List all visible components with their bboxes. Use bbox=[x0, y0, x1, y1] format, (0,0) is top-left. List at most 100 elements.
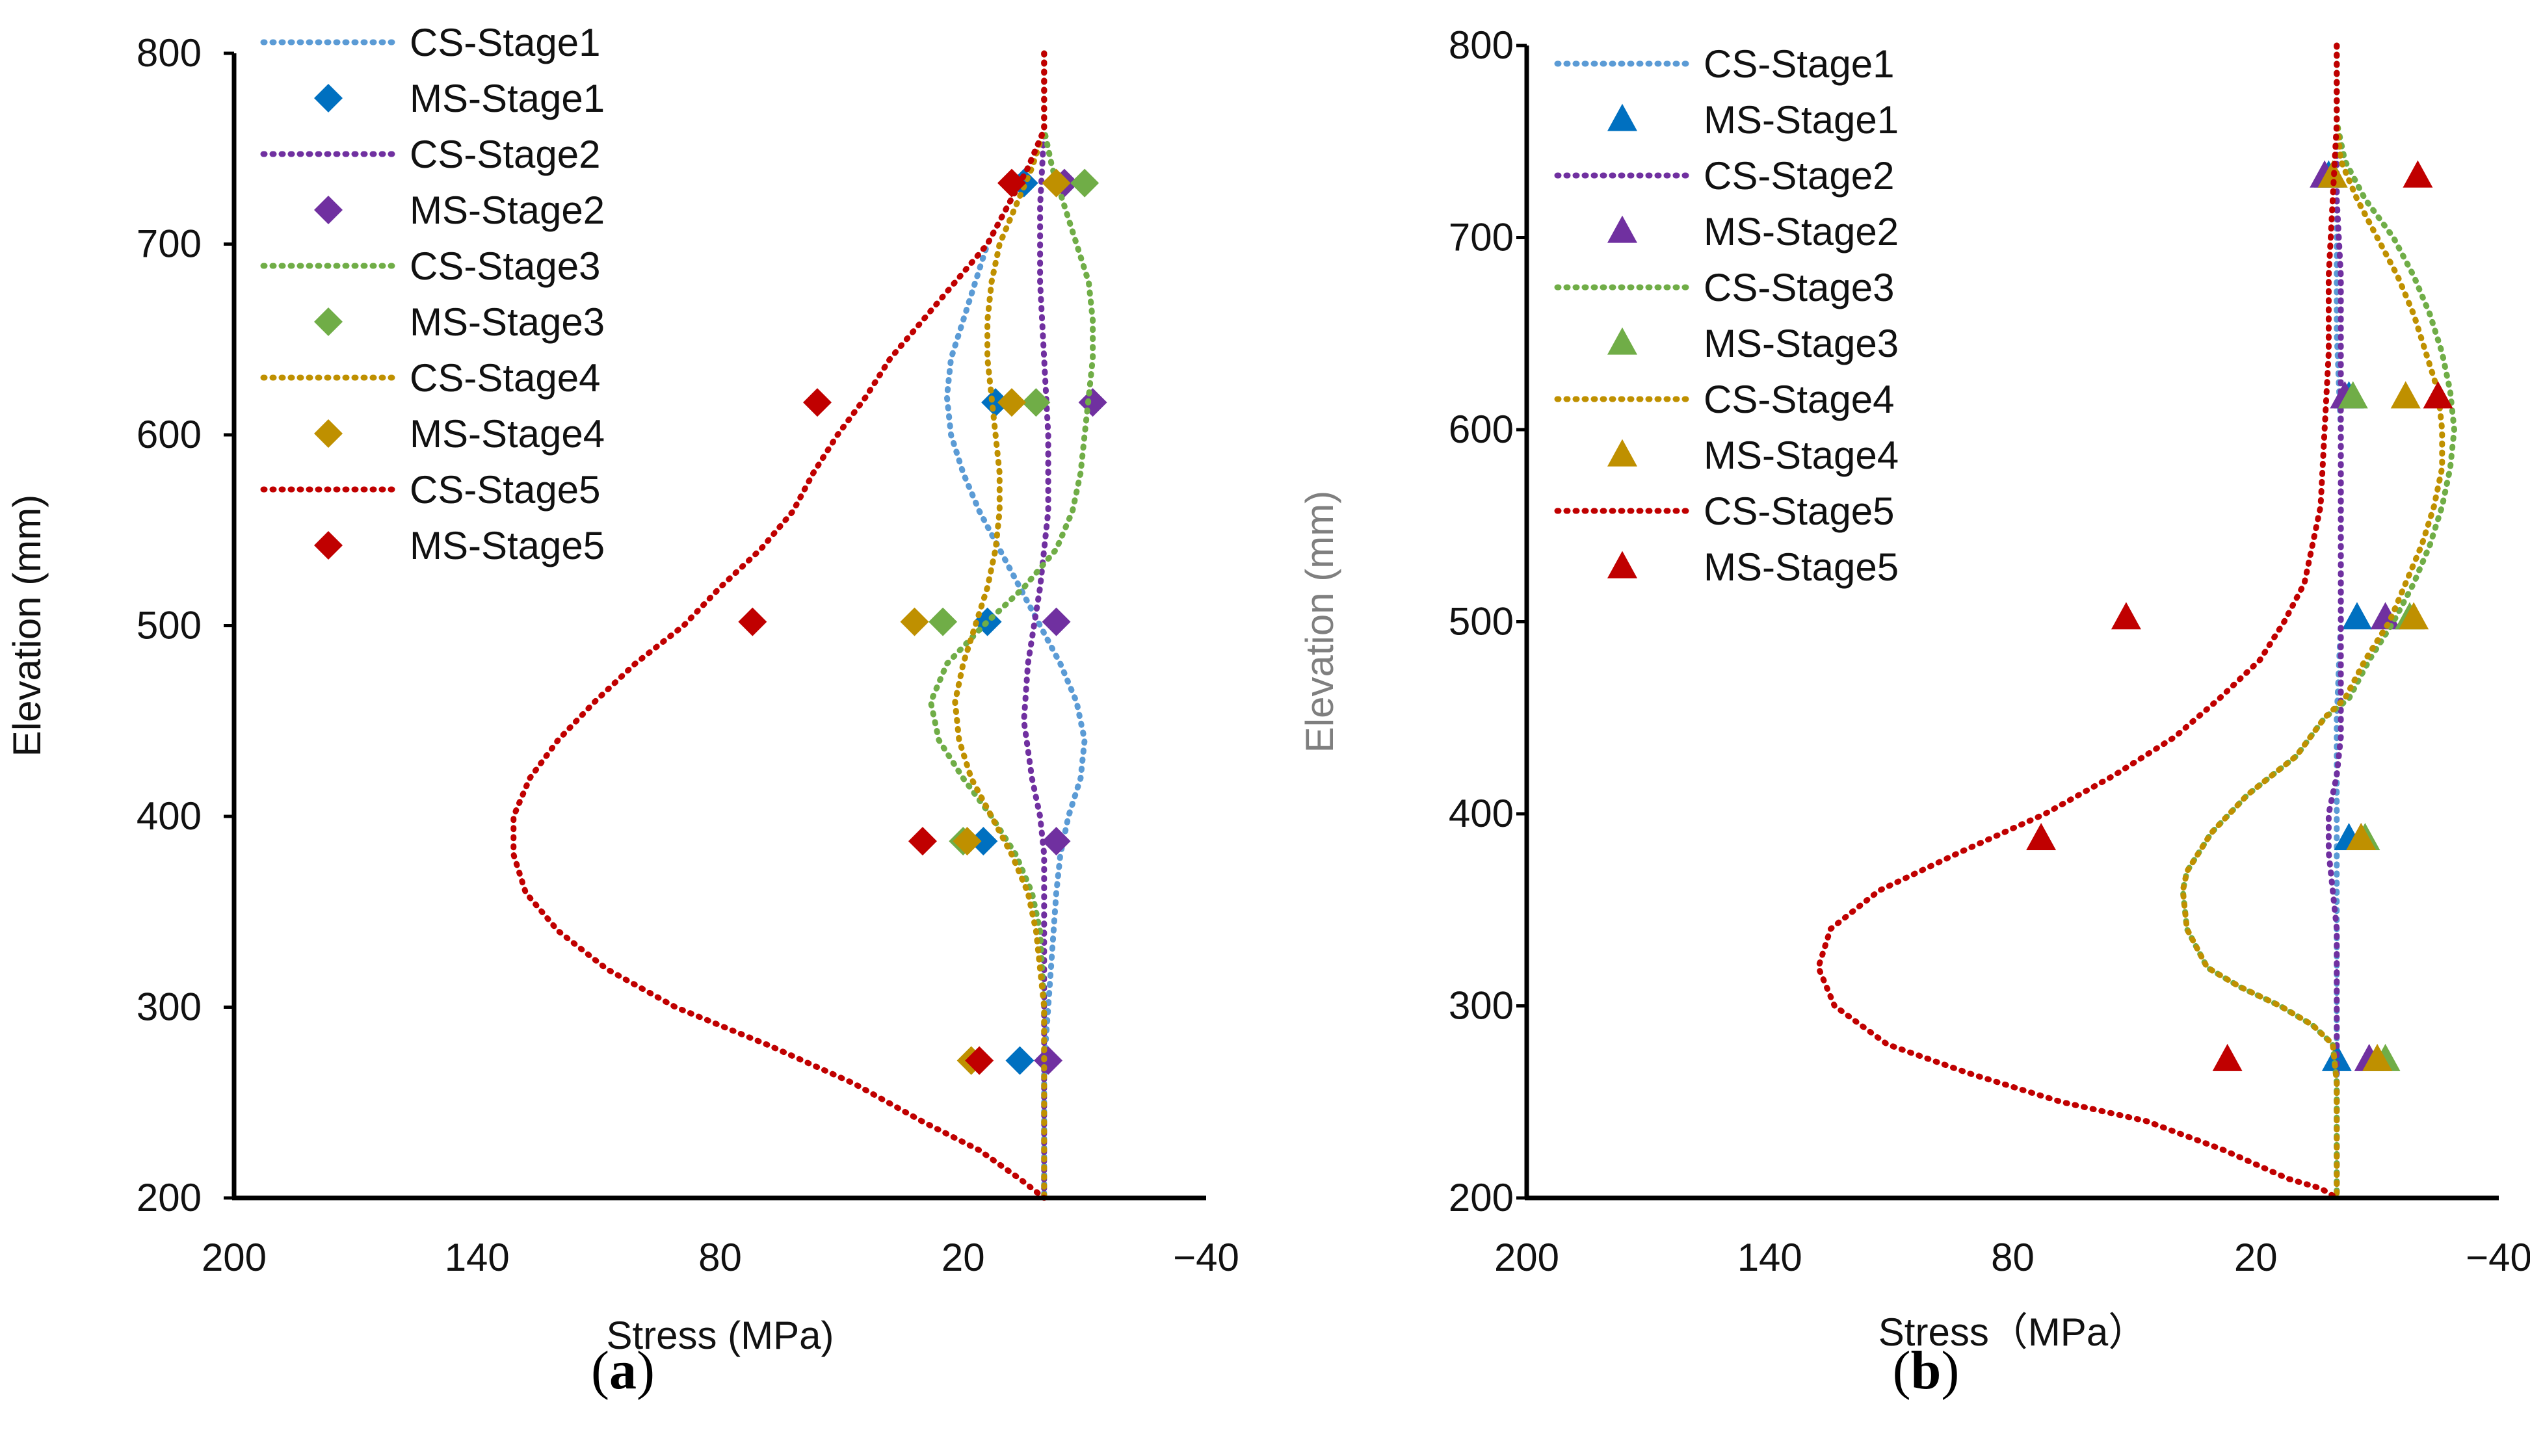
panel-b-legend-ms-stage2-label: MS-Stage2 bbox=[1704, 210, 1899, 254]
panel-b-legend-cs-stage5-label: CS-Stage5 bbox=[1704, 489, 1895, 533]
panel-b-legend-cs-stage1-label: CS-Stage1 bbox=[1704, 42, 1895, 86]
panel-b-x-axis-label: Stress（MPa） bbox=[1878, 1310, 2147, 1354]
panel-a-ms-stage4-point bbox=[900, 607, 929, 636]
panel-b-legend: CS-Stage1 MS-Stage1 CS-Stage2 MS-Stage2 CS-S… bbox=[1554, 42, 1899, 589]
panel-b-legend-ms-stage4-swatch bbox=[1607, 439, 1637, 467]
panel-b-y-tick-label: 200 bbox=[1449, 1176, 1514, 1219]
panel-a-cs-stage3-curve bbox=[927, 50, 1096, 1201]
panel-b-legend-ms-stage3-label: MS-Stage3 bbox=[1704, 322, 1899, 365]
panel-b-ms-stage2-point bbox=[2370, 602, 2401, 630]
panel-b-ms-stage4-point bbox=[2362, 1043, 2393, 1071]
panel-a-ms-stage1-point bbox=[1005, 1046, 1034, 1075]
panel-a-x-tick-label: 200 bbox=[202, 1236, 267, 1279]
panel-b-ms-stage5-point bbox=[2423, 381, 2453, 409]
panel-b-ms-stage5-point bbox=[2026, 823, 2057, 851]
panel-b-caption: (b) bbox=[1828, 1339, 2023, 1402]
panel-b-ticks: 200 140 80 20 −40 200 300 400 500 600 700 800 bbox=[1449, 23, 2530, 1279]
panel-a-x-tick-label: −40 bbox=[1173, 1236, 1239, 1279]
panel-b-legend-ms-stage5-label: MS-Stage5 bbox=[1704, 545, 1899, 589]
panel-b-series bbox=[1815, 42, 2457, 1201]
panel-a-y-tick-label: 300 bbox=[137, 985, 202, 1029]
panel-b-legend-cs-stage3-label: CS-Stage3 bbox=[1704, 266, 1895, 309]
panel-a-y-tick-label: 800 bbox=[137, 31, 202, 75]
panel-b-cs-stage4-curve bbox=[2180, 42, 2445, 1201]
panel-b-y-tick-label: 400 bbox=[1449, 792, 1514, 835]
panel-b-y-tick-label: 800 bbox=[1449, 23, 1514, 67]
panel-b-legend-cs-stage2-label: CS-Stage2 bbox=[1704, 154, 1895, 198]
panel-a-legend-ms-stage5-label: MS-Stage5 bbox=[410, 524, 605, 567]
panel-a-ms-stage5-point bbox=[908, 827, 937, 856]
panel-b-legend-ms-stage5-swatch bbox=[1607, 551, 1637, 578]
panel-a-caption-open: ( bbox=[591, 1340, 609, 1401]
panel-a-y-tick-label: 600 bbox=[137, 413, 202, 456]
panel-a-legend-ms-stage4-label: MS-Stage4 bbox=[410, 412, 605, 456]
panel-b-legend-ms-stage1-label: MS-Stage1 bbox=[1704, 98, 1899, 142]
panel-b-caption-close: ) bbox=[1941, 1340, 1960, 1401]
panel-a-ms-stage1-point bbox=[981, 388, 1010, 417]
panel-a-caption-letter: a bbox=[609, 1340, 637, 1401]
panel-a-legend-cs-stage1-label: CS-Stage1 bbox=[410, 21, 601, 64]
panel-b-legend-ms-stage2-swatch bbox=[1607, 215, 1637, 243]
panel-b-caption-letter: b bbox=[1910, 1340, 1942, 1401]
panel-a-x-tick-label: 80 bbox=[698, 1236, 742, 1279]
panel-a-cs-stage5-curve bbox=[510, 50, 1048, 1201]
panel-b-x-tick-label: 80 bbox=[1991, 1236, 2035, 1279]
panel-a-y-tick-label: 200 bbox=[137, 1176, 202, 1219]
panel-a-legend: CS-Stage1 MS-Stage1 CS-Stage2 MS-Stage2 CS-S… bbox=[260, 21, 605, 567]
panel-a-ms-stage2-point bbox=[1078, 388, 1107, 417]
panel-b-legend-ms-stage3-swatch bbox=[1607, 327, 1637, 355]
panel-a-ticks: 200 140 80 20 −40 200 300 400 500 600 700 800 bbox=[137, 31, 1239, 1279]
panel-a-cs-stage4-curve bbox=[952, 50, 1048, 1201]
panel-a-ms-stage3-point bbox=[929, 607, 958, 636]
panel-a-ms-stage4-point bbox=[1042, 168, 1071, 198]
panel-b-x-tick-label: 140 bbox=[1737, 1236, 1802, 1279]
panel-a-ms-stage5-point bbox=[738, 607, 767, 636]
panel-a-ms-stage2-point bbox=[1034, 1046, 1063, 1075]
panel-b-ms-stage4-point bbox=[2346, 823, 2377, 851]
panel-b-y-tick-label: 700 bbox=[1449, 216, 1514, 259]
panel-a-ms-stage3-point bbox=[1021, 388, 1051, 417]
panel-a-legend-ms-stage4-swatch bbox=[314, 419, 343, 448]
panel-a-legend-ms-stage3-swatch bbox=[314, 307, 343, 336]
panel-b-legend-cs-stage4-label: CS-Stage4 bbox=[1704, 378, 1895, 421]
panel-a-ms-stage5-point bbox=[803, 388, 832, 417]
panel-a-ms-stage3-point bbox=[1070, 168, 1100, 198]
panel-b-caption-open: ( bbox=[1892, 1340, 1911, 1401]
panel-a-legend-cs-stage5-label: CS-Stage5 bbox=[410, 468, 601, 512]
panel-a-legend-cs-stage4-label: CS-Stage4 bbox=[410, 356, 601, 400]
panel-b-cs-stage2-curve bbox=[2325, 42, 2344, 1201]
panel-a-y-tick-label: 500 bbox=[137, 604, 202, 647]
panel-b-ms-stage5-point bbox=[2212, 1043, 2243, 1071]
panel-b-ms-stage4-point bbox=[2399, 602, 2429, 630]
panel-a-ms-stage2-point bbox=[1042, 827, 1071, 856]
panel-b-y-tick-label: 500 bbox=[1449, 600, 1514, 644]
panel-b-cs-stage3-curve bbox=[2180, 42, 2457, 1201]
panel-b-ms-stage3-point bbox=[2338, 381, 2368, 409]
panel-a-y-axis-label: Elevation (mm) bbox=[5, 495, 49, 757]
panel-a-y-tick-label: 700 bbox=[137, 222, 202, 266]
panel-a-caption-close: ) bbox=[637, 1340, 655, 1401]
panel-b-x-tick-label: 200 bbox=[1494, 1236, 1559, 1279]
panel-a-legend-cs-stage2-label: CS-Stage2 bbox=[410, 133, 601, 176]
panel-a-x-tick-label: 140 bbox=[445, 1236, 510, 1279]
panel-b-ms-stage4-point bbox=[2390, 381, 2421, 409]
panel-b-legend-ms-stage4-label: MS-Stage4 bbox=[1704, 434, 1899, 477]
panel-a-ms-stage4-point bbox=[997, 388, 1026, 417]
panel-b-ms-stage5-point bbox=[2403, 160, 2433, 188]
panel-a-legend-ms-stage1-label: MS-Stage1 bbox=[410, 77, 605, 120]
panel-a-ms-stage5-point bbox=[965, 1046, 994, 1075]
panel-b-y-axis-label: Elevation (mm) bbox=[1298, 491, 1341, 753]
panel-a-ms-stage1-point bbox=[969, 827, 998, 856]
panel-a-ms-stage2-point bbox=[1042, 607, 1071, 636]
panel-a-legend-ms-stage2-swatch bbox=[314, 196, 343, 224]
panel-a-ms-stage5-point bbox=[997, 168, 1026, 198]
panel-b-x-tick-label: −40 bbox=[2466, 1236, 2530, 1279]
panel-a-ms-stage4-point bbox=[953, 827, 982, 856]
panel-a-legend-ms-stage3-label: MS-Stage3 bbox=[410, 300, 605, 344]
panel-b-ms-stage5-point bbox=[2111, 602, 2141, 630]
panel-a-legend-ms-stage2-label: MS-Stage2 bbox=[410, 188, 605, 232]
panel-a-legend-cs-stage3-label: CS-Stage3 bbox=[410, 244, 601, 288]
panel-b-legend-ms-stage1-swatch bbox=[1607, 103, 1637, 131]
panel-b-y-tick-label: 300 bbox=[1449, 984, 1514, 1028]
